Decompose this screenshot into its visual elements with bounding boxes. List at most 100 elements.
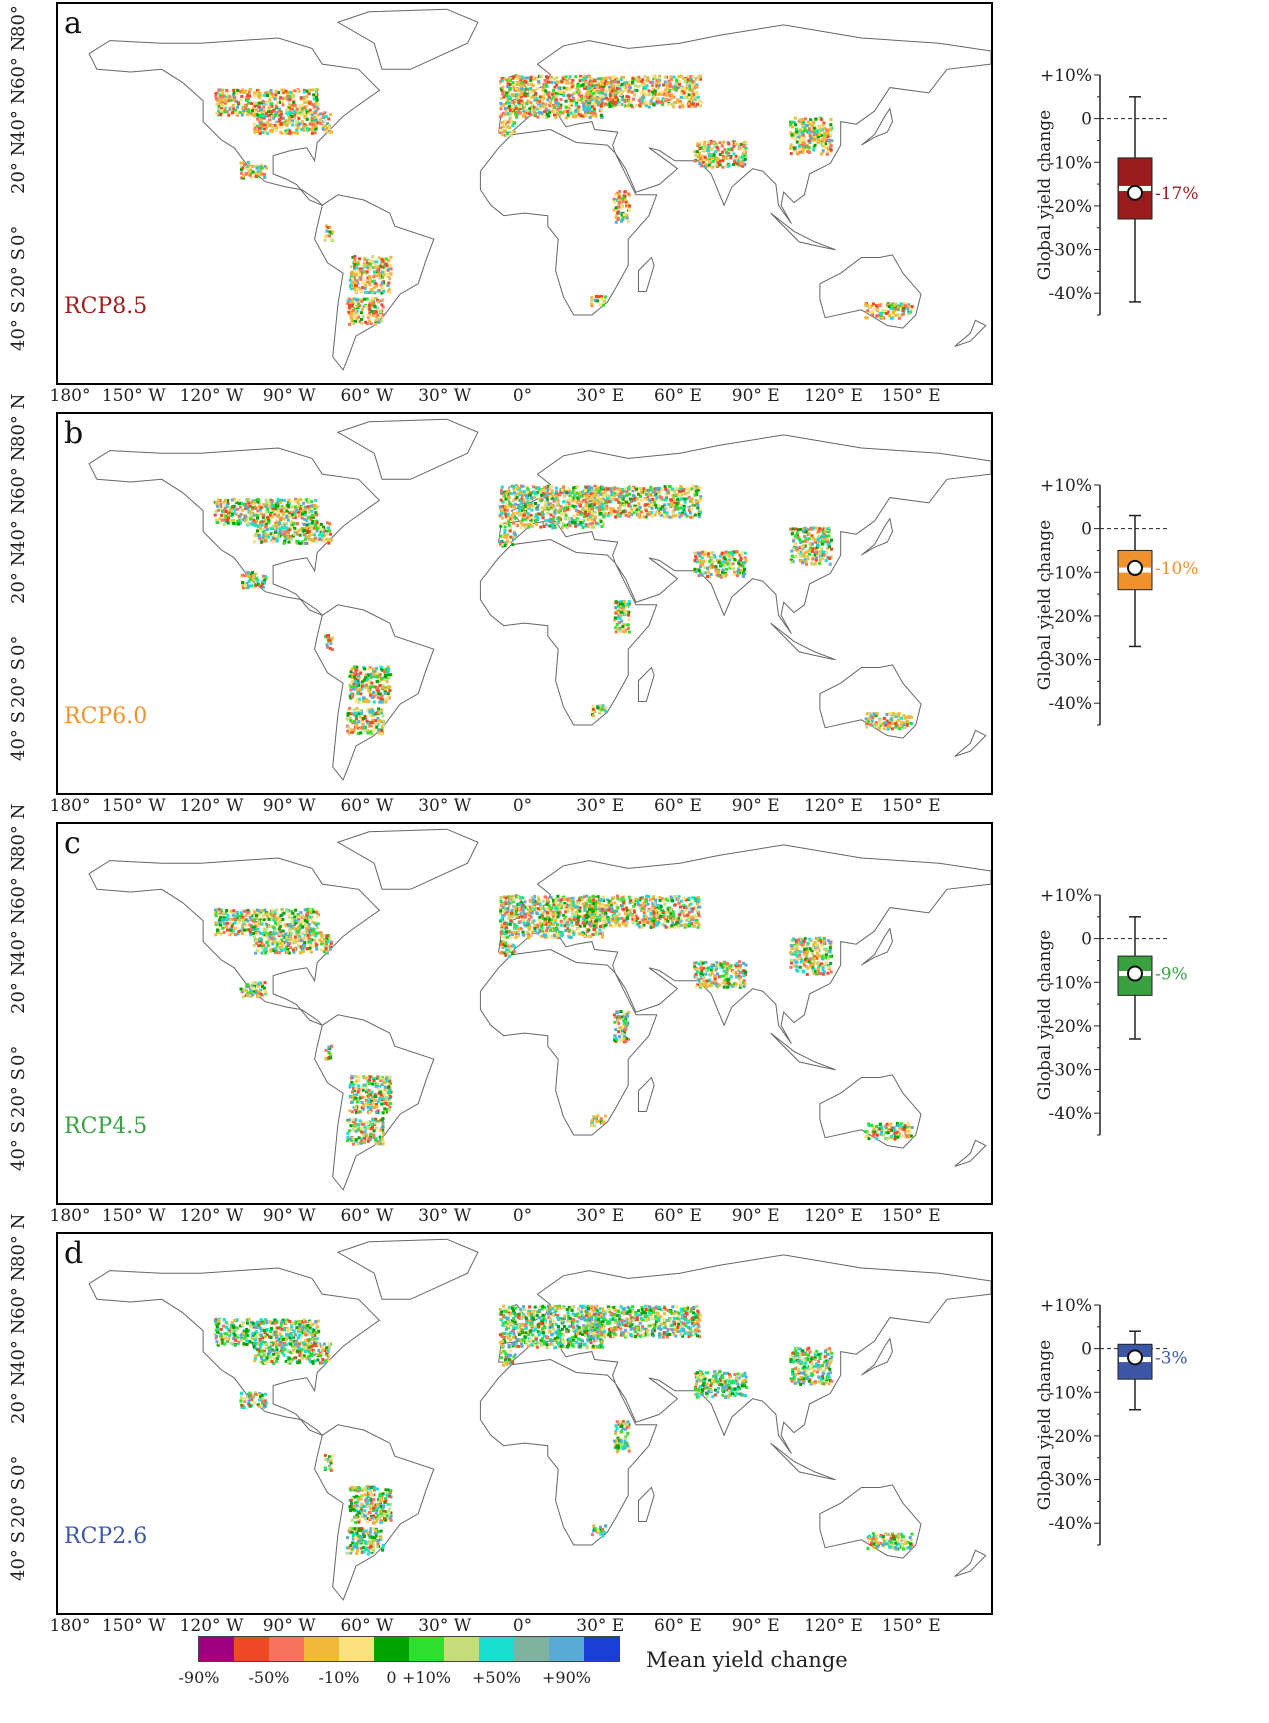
yield-pixel bbox=[610, 102, 614, 106]
yield-pixel bbox=[252, 91, 256, 95]
yield-pixel bbox=[626, 104, 630, 108]
yield-pixel bbox=[551, 494, 555, 498]
yield-pixel bbox=[544, 486, 548, 490]
yield-pixel bbox=[365, 674, 368, 678]
yield-pixel bbox=[543, 78, 547, 82]
yield-pixel bbox=[829, 123, 833, 127]
yield-pixel bbox=[281, 512, 285, 516]
yield-pixel bbox=[624, 86, 628, 90]
yield-pixel bbox=[593, 518, 596, 522]
yield-pixel bbox=[659, 92, 663, 96]
yield-pixel bbox=[529, 113, 533, 117]
yield-pixel bbox=[352, 665, 356, 669]
yield-pixel bbox=[809, 130, 813, 134]
yield-pixel bbox=[638, 103, 642, 107]
yield-pixel bbox=[617, 495, 621, 498]
yield-pixel bbox=[586, 105, 590, 109]
yield-pixel bbox=[287, 511, 291, 515]
yield-pixel bbox=[819, 129, 823, 133]
yield-pixel bbox=[690, 500, 694, 504]
yield-pixel bbox=[743, 551, 747, 555]
yield-pixel bbox=[820, 540, 824, 544]
yield-pixel bbox=[693, 159, 697, 163]
yield-pixel bbox=[904, 302, 908, 306]
yield-pixel bbox=[217, 109, 221, 113]
yield-pixel bbox=[512, 511, 516, 515]
yield-pixel bbox=[643, 74, 647, 78]
yield-pixel bbox=[530, 504, 534, 508]
yield-pixel bbox=[500, 89, 504, 93]
latitude-tick-label: 40° N bbox=[8, 498, 29, 552]
yield-pixel bbox=[587, 493, 591, 497]
yield-pixel bbox=[378, 672, 382, 676]
yield-pixel bbox=[317, 533, 321, 537]
yield-pixel bbox=[295, 123, 298, 127]
yield-pixel bbox=[236, 520, 240, 524]
yield-pixel bbox=[219, 502, 223, 506]
yield-pixel bbox=[234, 501, 238, 505]
yield-pixel bbox=[259, 521, 263, 525]
yield-pixel bbox=[683, 492, 687, 496]
yield-pixel bbox=[667, 502, 671, 506]
yield-pixel bbox=[557, 86, 561, 90]
yield-pixel bbox=[528, 95, 532, 99]
yield-pixel bbox=[295, 509, 299, 512]
yield-pixel bbox=[600, 102, 604, 106]
yield-pixel bbox=[355, 273, 359, 277]
yield-pixel bbox=[233, 499, 237, 503]
yield-pixel bbox=[354, 266, 358, 270]
yield-pixel bbox=[678, 506, 682, 510]
yield-pixel bbox=[603, 299, 606, 303]
yield-pixel bbox=[380, 708, 384, 712]
yield-pixel bbox=[798, 150, 802, 154]
yield-pixel bbox=[644, 92, 648, 96]
yield-pixel bbox=[288, 94, 292, 98]
yield-pixel bbox=[215, 97, 218, 101]
yield-pixel bbox=[257, 105, 261, 109]
yield-pixel bbox=[226, 518, 229, 522]
yield-pixel bbox=[531, 107, 535, 111]
yield-pixel bbox=[384, 700, 388, 704]
yield-pixel bbox=[314, 92, 317, 96]
yield-pixel bbox=[520, 81, 524, 85]
yield-pixel bbox=[540, 488, 544, 492]
yield-pixel bbox=[508, 514, 512, 518]
yield-pixel bbox=[826, 135, 830, 139]
yield-pixel bbox=[614, 216, 618, 219]
yield-pixel bbox=[389, 272, 393, 276]
yield-pixel bbox=[624, 89, 628, 93]
yield-pixel bbox=[590, 114, 594, 118]
yield-pixel bbox=[366, 700, 370, 704]
yield-pixel bbox=[700, 164, 704, 168]
yield-pixel bbox=[258, 173, 262, 177]
yield-pixel bbox=[373, 265, 377, 269]
yield-pixel bbox=[353, 265, 357, 269]
yield-pixel bbox=[516, 486, 520, 490]
yield-pixel bbox=[725, 567, 729, 571]
yield-pixel bbox=[823, 133, 827, 137]
yield-pixel bbox=[620, 490, 624, 494]
yield-pixel bbox=[579, 74, 583, 78]
yield-pixel bbox=[797, 131, 801, 135]
yield-pixel bbox=[353, 267, 357, 271]
yield-pixel bbox=[743, 572, 747, 576]
yield-pixel bbox=[585, 81, 589, 85]
yield-pixel bbox=[559, 509, 563, 512]
yield-pixel bbox=[316, 107, 320, 111]
yield-pixel bbox=[627, 512, 631, 516]
yield-pixel bbox=[295, 113, 299, 117]
yield-pixel bbox=[669, 75, 673, 79]
yield-pixel bbox=[518, 511, 522, 515]
yield-pixel bbox=[586, 518, 590, 522]
yield-pixel bbox=[657, 509, 661, 513]
yield-pixel bbox=[627, 99, 631, 103]
yield-pixel bbox=[518, 113, 522, 117]
yield-pixel bbox=[354, 680, 358, 684]
yield-pixel bbox=[550, 81, 554, 84]
yield-pixel bbox=[500, 512, 504, 516]
yield-pixel bbox=[265, 516, 269, 520]
yield-pixel bbox=[585, 100, 589, 104]
yield-pixel bbox=[604, 486, 607, 490]
yield-pixel bbox=[690, 75, 694, 78]
yield-pixel bbox=[255, 113, 259, 117]
